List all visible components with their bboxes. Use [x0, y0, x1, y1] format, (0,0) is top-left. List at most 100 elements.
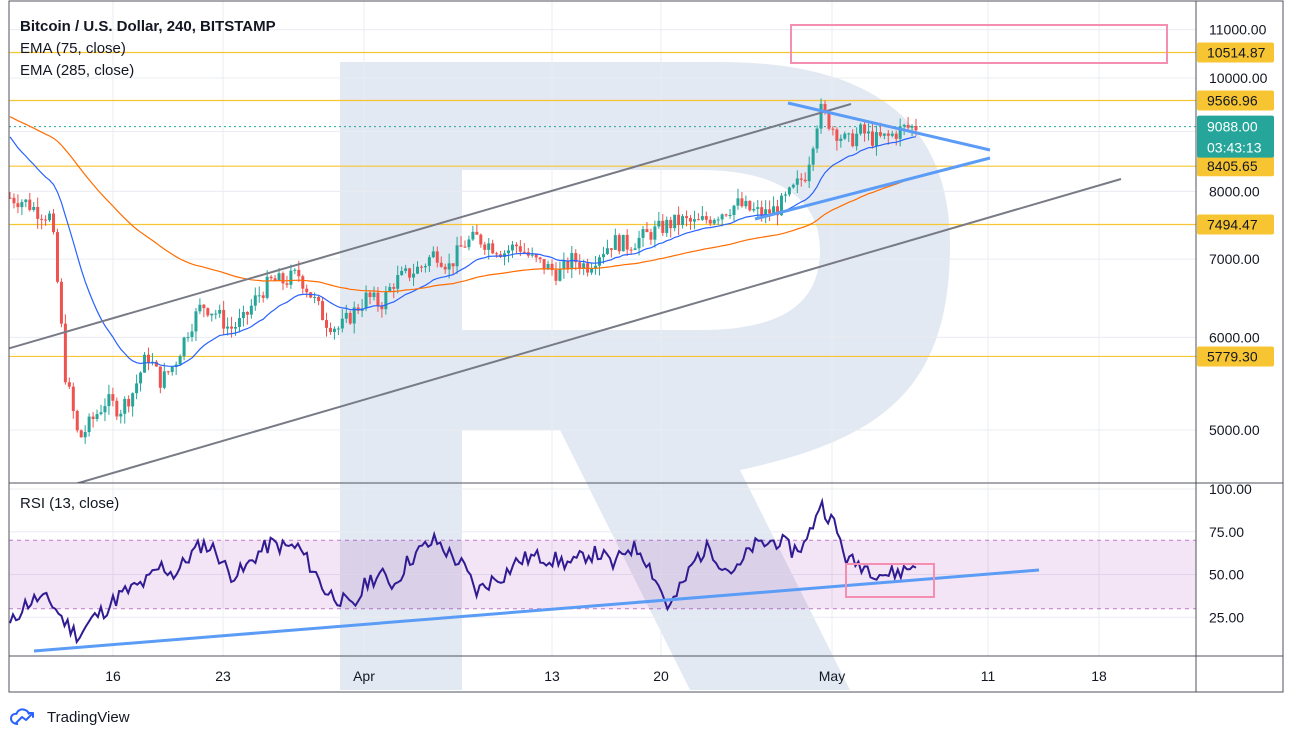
- chart-title: Bitcoin / U.S. Dollar, 240, BITSTAMP: [20, 18, 276, 35]
- candle-body: [594, 265, 598, 269]
- candle-body: [732, 205, 736, 215]
- candle-body: [194, 311, 198, 332]
- candle-body: [522, 251, 526, 253]
- candle-body: [740, 198, 744, 207]
- candle-body: [455, 245, 459, 267]
- price-axis-tick: 10000.00: [1209, 70, 1268, 86]
- candle-body: [882, 133, 886, 136]
- rsi-line: [9, 497, 917, 645]
- triangle-upper-line: [787, 101, 991, 152]
- candle-body: [787, 187, 791, 195]
- candle-body: [633, 248, 637, 250]
- last-price-tag: [1197, 115, 1274, 158]
- candle-body: [467, 239, 471, 248]
- candle-body: [372, 292, 376, 298]
- candle-body: [582, 263, 586, 269]
- candle-body: [629, 249, 633, 251]
- tradingview-logo[interactable]: TradingView: [10, 708, 130, 726]
- ema-285-legend[interactable]: EMA (285, close): [20, 62, 135, 79]
- candle-body: [332, 328, 336, 333]
- price-level-tag-label: 8405.65: [1207, 158, 1258, 174]
- candle-body: [799, 178, 803, 180]
- candle-body: [44, 219, 48, 221]
- candle-body: [123, 398, 127, 414]
- candle-body: [67, 382, 71, 387]
- candle-body: [36, 206, 40, 219]
- candle-body: [16, 203, 20, 208]
- time-axis-tick: 20: [653, 668, 669, 684]
- candle-body: [783, 194, 787, 196]
- rsi-target-box: [845, 563, 935, 598]
- candle-body: [12, 197, 16, 204]
- ema-75-legend[interactable]: EMA (75, close): [20, 40, 126, 57]
- candle-body: [241, 312, 245, 319]
- time-axis-tick: Apr: [353, 668, 375, 684]
- candle-body: [601, 254, 605, 258]
- candle-body: [412, 273, 416, 278]
- rsi-axis-tick: 100.00: [1209, 481, 1252, 497]
- last-price-label: 9088.00: [1207, 119, 1258, 135]
- candle-body: [677, 214, 681, 226]
- candle-body: [625, 234, 629, 250]
- candle-body: [178, 356, 182, 365]
- candle-body: [815, 128, 819, 149]
- candle-body: [63, 323, 67, 383]
- time-axis-tick: 23: [215, 668, 231, 684]
- candle-body: [427, 257, 431, 267]
- candle-body: [617, 235, 621, 252]
- candle-body: [835, 129, 839, 141]
- candle-body: [32, 206, 36, 210]
- candle-body: [115, 400, 119, 417]
- watermark-logo: [340, 62, 950, 690]
- candle-body: [621, 234, 625, 252]
- candle-body: [218, 309, 222, 314]
- candle-body: [855, 133, 859, 147]
- candle-body: [704, 216, 708, 220]
- candle-body: [574, 253, 578, 263]
- price-axis-tick: 11000.00: [1209, 22, 1267, 38]
- tradingview-wordmark: TradingView: [47, 708, 130, 726]
- candle-body: [518, 246, 522, 252]
- candle-body: [384, 291, 388, 310]
- candle-body: [79, 430, 83, 438]
- candle-body: [756, 207, 760, 209]
- candle-body: [135, 383, 139, 394]
- candle-body: [285, 283, 289, 285]
- candle-body: [340, 318, 344, 329]
- time-axis-tick: 16: [105, 668, 121, 684]
- candle-body: [431, 251, 435, 258]
- candle-body: [289, 270, 293, 285]
- candle-body: [265, 276, 269, 298]
- price-level-tag: [1197, 90, 1274, 111]
- candle-body: [471, 231, 475, 240]
- candle-body: [613, 235, 617, 250]
- candle-body: [886, 133, 890, 136]
- candle-body: [9, 197, 12, 199]
- candle-body: [851, 133, 855, 147]
- rsi-axis-tick: 25.00: [1209, 609, 1244, 625]
- candle-body: [48, 213, 52, 221]
- candle-body: [297, 269, 301, 277]
- time-axis-tick: 18: [1091, 668, 1107, 684]
- candle-body: [562, 260, 566, 270]
- candle-body: [158, 366, 162, 388]
- candle-body: [59, 281, 63, 324]
- candle-body: [325, 320, 329, 328]
- candle-body: [597, 257, 601, 266]
- candle-body: [317, 297, 321, 302]
- candle-body: [843, 133, 847, 139]
- candle-body: [293, 269, 297, 271]
- candle-body: [269, 276, 273, 279]
- candle-body: [819, 103, 823, 129]
- candle-body: [214, 313, 218, 315]
- cloud-icon: [10, 708, 34, 725]
- rsi-legend[interactable]: RSI (13, close): [20, 495, 120, 512]
- candle-body: [795, 178, 799, 185]
- candle-body: [605, 248, 609, 255]
- candle-body: [839, 138, 843, 141]
- candle-body: [752, 208, 756, 211]
- candle-body: [779, 195, 783, 216]
- target-zone-box: [790, 24, 1168, 64]
- candle-body: [210, 313, 214, 316]
